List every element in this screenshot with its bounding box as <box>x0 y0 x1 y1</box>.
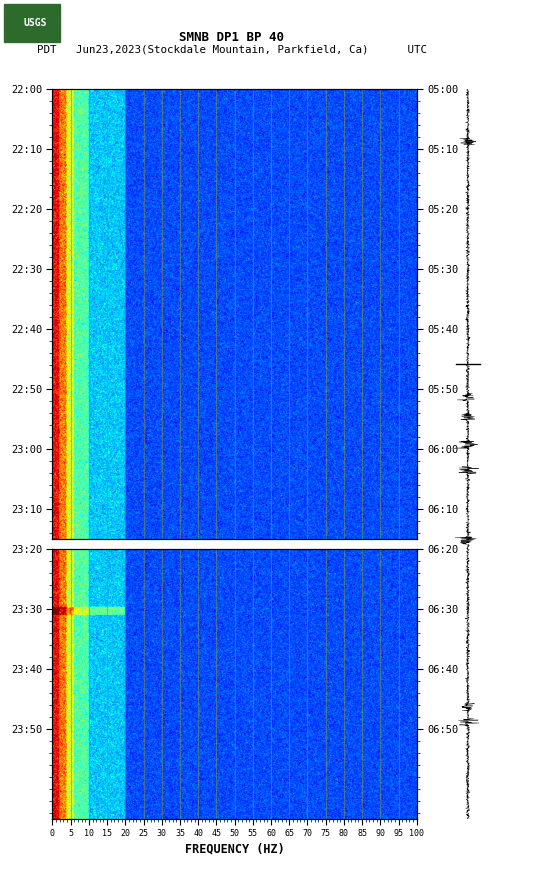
Text: USGS: USGS <box>23 18 46 29</box>
Text: PDT   Jun23,2023(Stockdale Mountain, Parkfield, Ca)      UTC: PDT Jun23,2023(Stockdale Mountain, Parkf… <box>37 45 427 54</box>
X-axis label: FREQUENCY (HZ): FREQUENCY (HZ) <box>185 842 284 855</box>
Text: SMNB DP1 BP 40: SMNB DP1 BP 40 <box>179 31 284 45</box>
